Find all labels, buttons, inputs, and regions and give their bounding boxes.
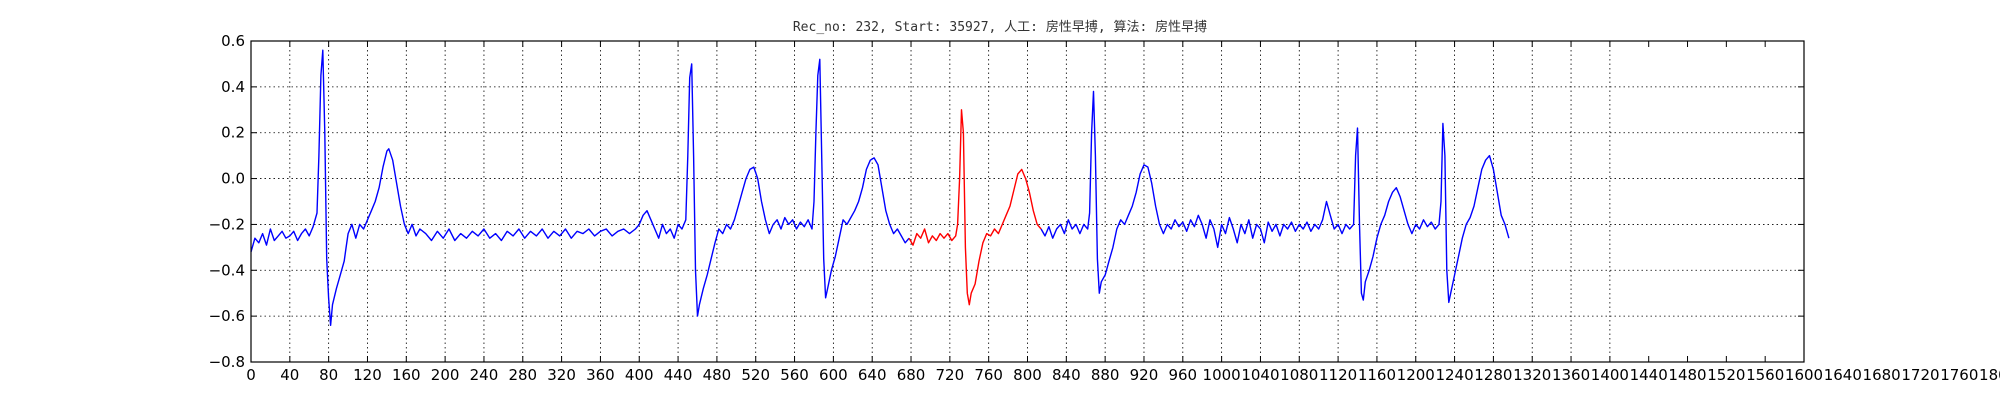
x-tick-label: 680 xyxy=(897,366,926,384)
x-tick-label: 280 xyxy=(508,366,537,384)
x-tick-label: 1520 xyxy=(1707,366,1745,384)
x-tick-label: 320 xyxy=(547,366,576,384)
x-tick-label: 1240 xyxy=(1435,366,1473,384)
grid-lines xyxy=(251,41,1804,362)
x-tick-label: 400 xyxy=(625,366,654,384)
x-tick-label: 560 xyxy=(780,366,809,384)
x-tick-label: 1120 xyxy=(1319,366,1357,384)
x-tick-label: 1800 xyxy=(1979,366,2000,384)
x-tick-label: 1320 xyxy=(1513,366,1551,384)
x-tick-label: 160 xyxy=(392,366,421,384)
x-tick-label: 840 xyxy=(1052,366,1081,384)
x-tick-label: 800 xyxy=(1013,366,1042,384)
x-tick-label: 1720 xyxy=(1901,366,1939,384)
x-tick-label: 720 xyxy=(936,366,965,384)
y-tick-label: 0.4 xyxy=(221,78,245,96)
x-tick-label: 1400 xyxy=(1591,366,1629,384)
series-lines xyxy=(250,49,1510,326)
x-tick-label: 1160 xyxy=(1358,366,1396,384)
x-tick-label: 200 xyxy=(431,366,460,384)
x-tick-label: 880 xyxy=(1091,366,1120,384)
x-tick-label: 360 xyxy=(586,366,615,384)
x-tick-label: 1000 xyxy=(1203,366,1241,384)
x-tick-label: 1760 xyxy=(1940,366,1978,384)
x-tick-label: 1480 xyxy=(1668,366,1706,384)
x-tick-label: 1560 xyxy=(1746,366,1784,384)
plot-frame xyxy=(250,40,1805,363)
x-tick-label: 960 xyxy=(1168,366,1197,384)
x-tick-label: 80 xyxy=(319,366,338,384)
x-tick-label: 1360 xyxy=(1552,366,1590,384)
x-tick-label: 1080 xyxy=(1280,366,1318,384)
y-tick-label: 0.0 xyxy=(221,170,245,188)
chart-title: Rec_no: 232, Start: 35927, 人工: 房性早搏, 算法:… xyxy=(793,19,1207,35)
y-tick-label: −0.6 xyxy=(209,307,245,325)
series-line-1 xyxy=(908,109,1042,306)
x-tick-label: 1440 xyxy=(1630,366,1668,384)
x-tick-label: 1600 xyxy=(1785,366,1823,384)
y-axis-ticks: −0.8 −0.6 −0.4 −0.2 0.0 0.2 0.4 0.6 xyxy=(209,32,1804,371)
y-tick-label: 0.2 xyxy=(221,124,245,142)
series-line-0 xyxy=(250,49,910,326)
y-tick-label: −0.2 xyxy=(209,215,245,233)
x-tick-label: 240 xyxy=(470,366,499,384)
series-line-2 xyxy=(1040,90,1510,304)
x-tick-label: 1200 xyxy=(1397,366,1435,384)
x-tick-label: 520 xyxy=(741,366,770,384)
x-axis-ticks: 0 40 80 120 160 200 240 280 320 360 400 440 480 520 56… xyxy=(246,41,2000,384)
x-tick-label: 480 xyxy=(703,366,732,384)
x-tick-label: 760 xyxy=(974,366,1003,384)
x-tick-label: 1680 xyxy=(1863,366,1901,384)
x-tick-label: 600 xyxy=(819,366,848,384)
y-tick-label: 0.6 xyxy=(221,32,245,50)
x-tick-label: 1640 xyxy=(1824,366,1862,384)
x-tick-label: 1040 xyxy=(1241,366,1279,384)
x-tick-label: 920 xyxy=(1130,366,1159,384)
y-tick-label: −0.8 xyxy=(209,353,245,371)
x-tick-label: 0 xyxy=(246,366,256,384)
y-tick-label: −0.4 xyxy=(209,261,245,279)
x-tick-label: 440 xyxy=(664,366,693,384)
x-tick-label: 120 xyxy=(353,366,382,384)
x-tick-label: 640 xyxy=(858,366,887,384)
x-tick-label: 40 xyxy=(280,366,299,384)
x-tick-label: 1280 xyxy=(1474,366,1512,384)
